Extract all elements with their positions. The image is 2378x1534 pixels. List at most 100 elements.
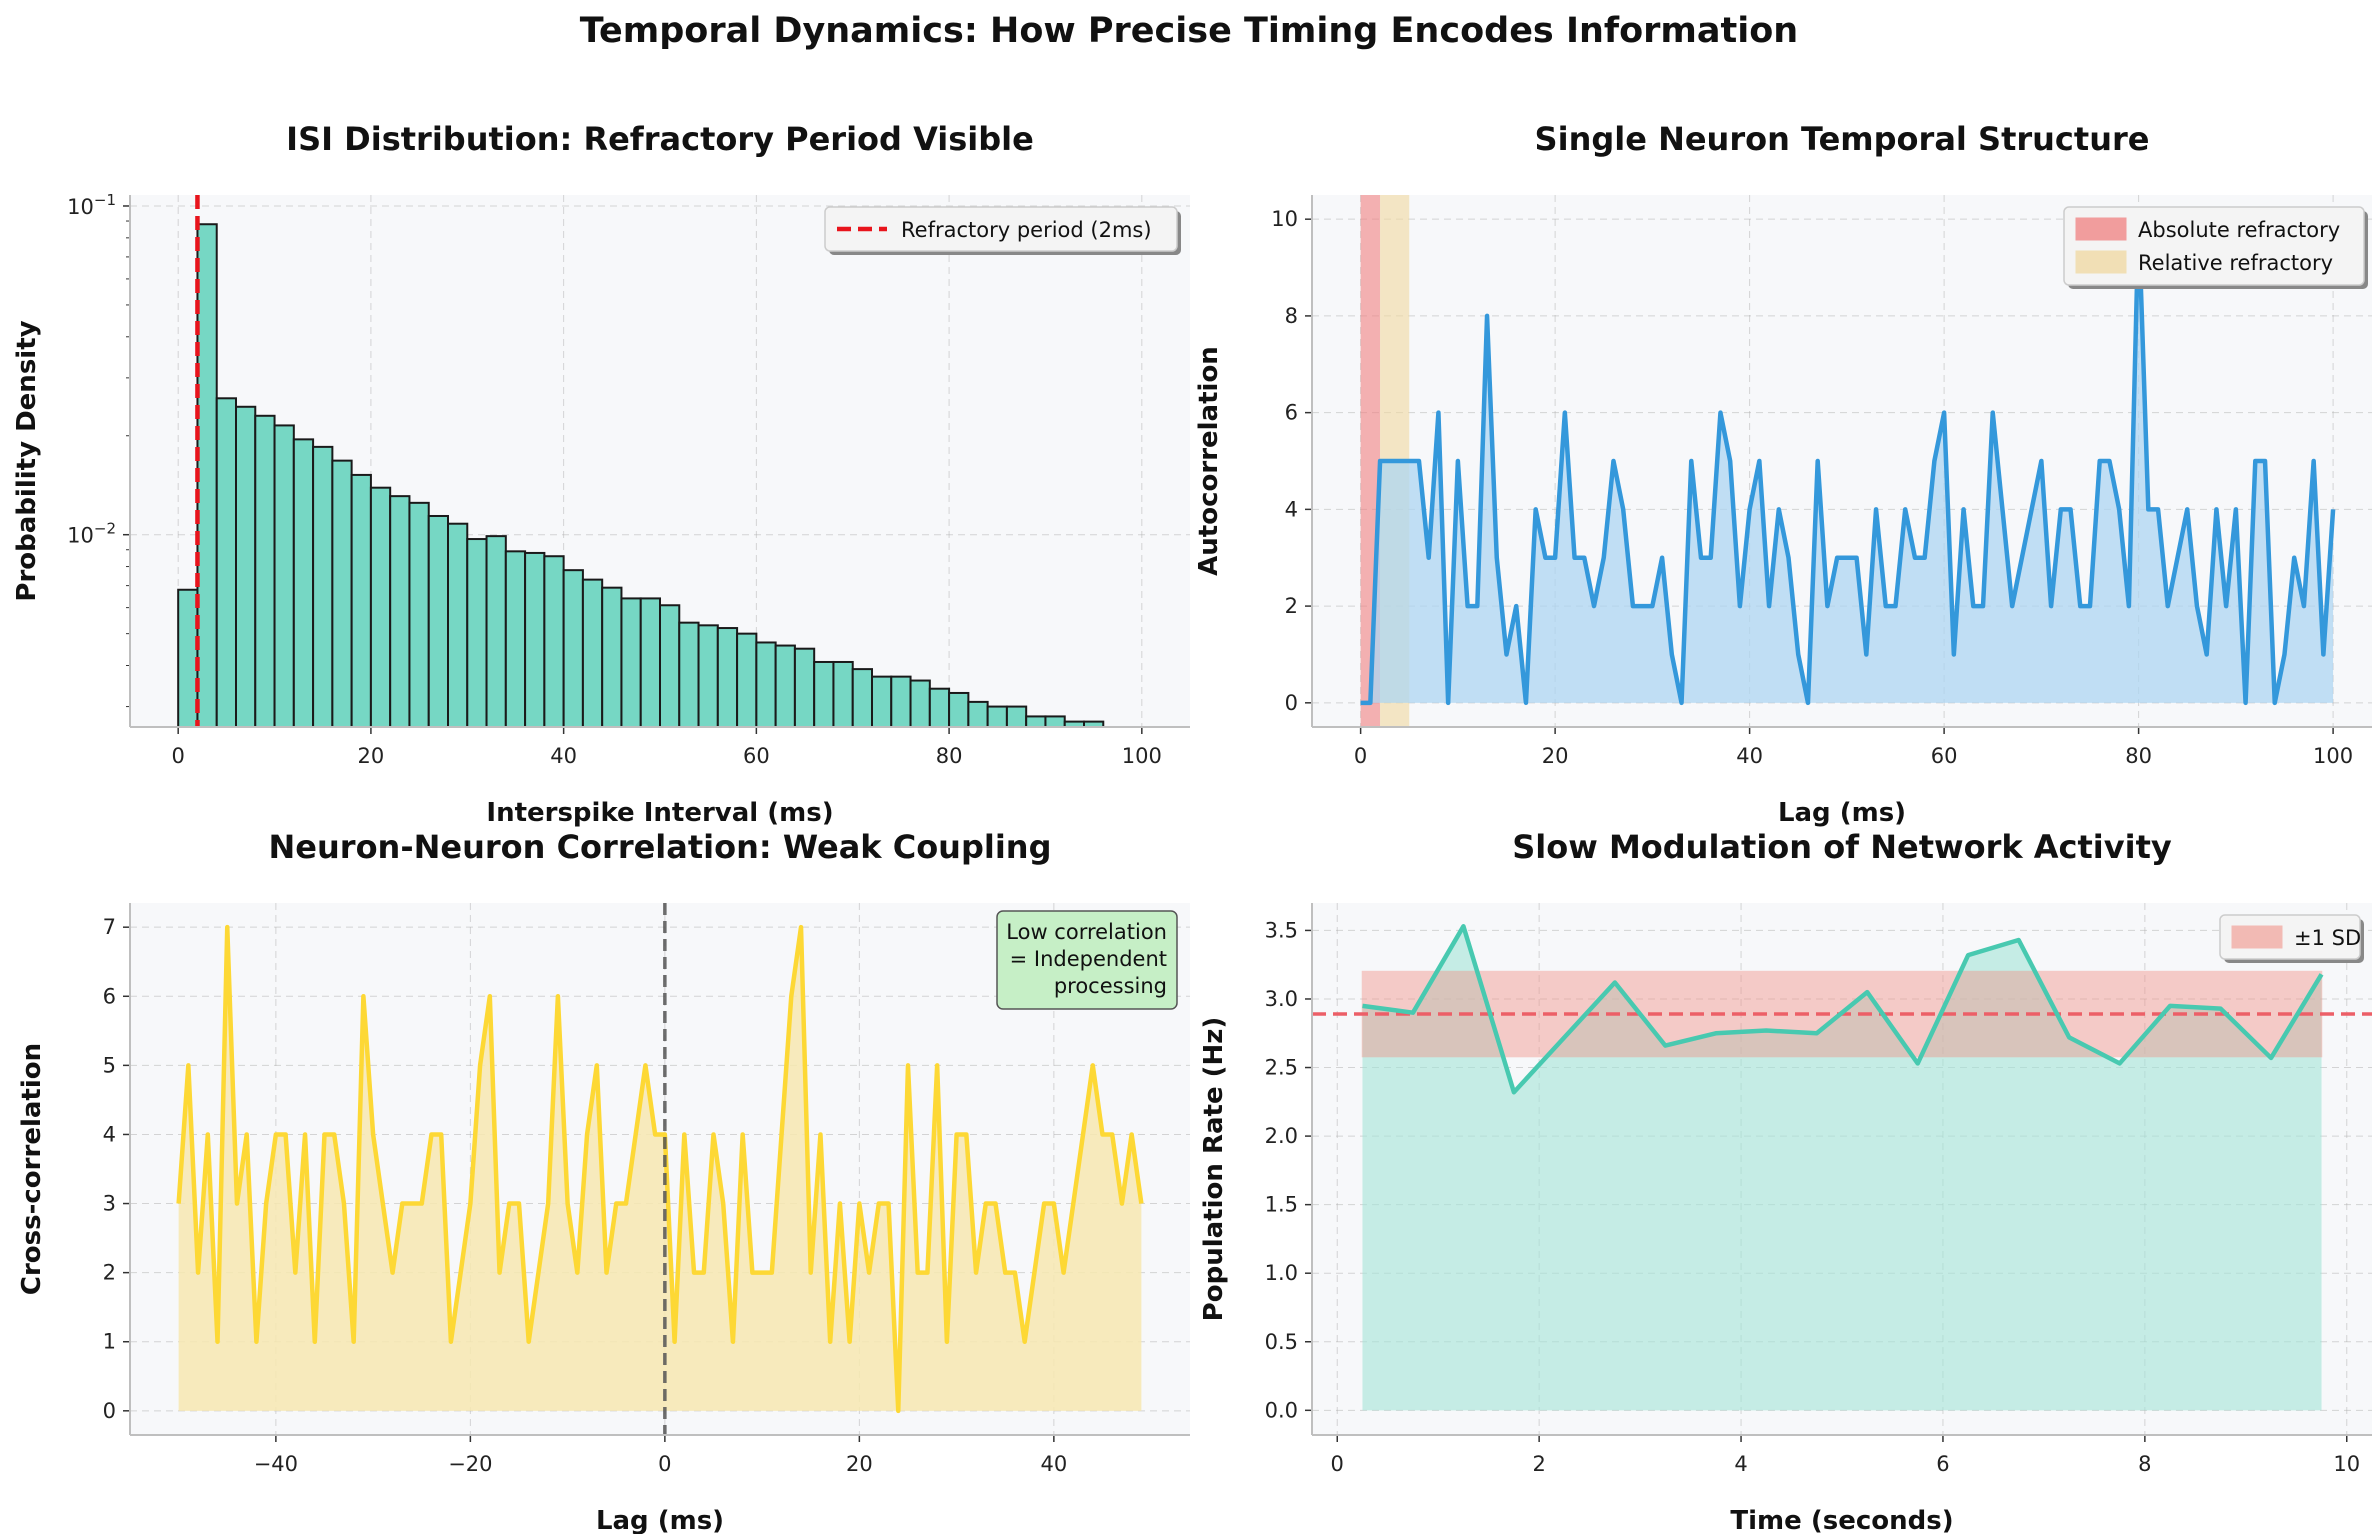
x-axis-label: Lag (ms) xyxy=(1778,798,1906,828)
x-tick-label: 40 xyxy=(1736,744,1763,768)
histogram-bar xyxy=(813,660,835,728)
histogram-bar xyxy=(427,514,449,728)
y-tick-label: 10−2 xyxy=(67,520,116,548)
histogram-bar xyxy=(716,627,739,728)
histogram-bar xyxy=(890,675,912,729)
y-tick-label: 1 xyxy=(103,1330,116,1354)
y-tick-label: 10 xyxy=(1271,207,1298,231)
x-tick-label: 100 xyxy=(2313,744,2353,768)
histogram-bar xyxy=(485,535,507,728)
histogram-bar xyxy=(793,647,816,729)
autocorrelation-line xyxy=(1360,216,2336,706)
x-tick-label: 20 xyxy=(1542,744,1569,768)
y-tick-label: 10−1 xyxy=(67,191,116,219)
histogram-bar xyxy=(543,555,565,728)
x-tick-label: 80 xyxy=(2125,744,2152,768)
histogram-bar xyxy=(524,551,546,728)
population-rate-area xyxy=(1362,926,2322,1411)
y-tick-label: 3 xyxy=(103,1192,116,1216)
histogram-bar xyxy=(389,495,411,728)
histogram-bar xyxy=(659,604,681,729)
cross-correlation-line xyxy=(176,924,1144,1414)
histogram-bar xyxy=(697,624,719,729)
y-tick-label: 4 xyxy=(103,1122,116,1146)
x-tick-label: 0 xyxy=(1354,744,1367,768)
histogram-bar xyxy=(254,414,276,728)
legend-swatch xyxy=(2075,250,2127,274)
histogram-bar xyxy=(196,223,218,728)
histogram-bar xyxy=(678,621,700,728)
y-tick-label: 1.5 xyxy=(1265,1193,1298,1217)
x-tick-label: 2 xyxy=(1532,1452,1545,1476)
y-axis-label: Population Rate (Hz) xyxy=(1199,1017,1229,1322)
annotation-text: = Independent xyxy=(1010,947,1167,971)
histogram-bar xyxy=(601,586,623,728)
y-tick-label: 7 xyxy=(103,915,116,939)
x-tick-label: 60 xyxy=(1931,744,1958,768)
x-tick-label: 40 xyxy=(1040,1452,1067,1476)
histogram-bar xyxy=(871,675,893,729)
histogram-bar xyxy=(177,588,199,728)
legend-label: Relative refractory xyxy=(2138,251,2333,275)
y-tick-label: 5 xyxy=(103,1053,116,1077)
histogram-bar xyxy=(736,632,758,728)
x-tick-label: 10 xyxy=(2333,1452,2360,1476)
histogram-bar xyxy=(639,597,662,728)
y-tick-label: 0 xyxy=(103,1399,116,1423)
x-tick-label: 0 xyxy=(171,744,184,768)
histogram-bar xyxy=(620,597,642,728)
y-tick-label: 0.0 xyxy=(1265,1398,1298,1422)
legend-box xyxy=(824,206,1178,252)
histogram-bar xyxy=(1005,705,1028,729)
histogram-bar xyxy=(755,641,777,728)
y-tick-label: 2.5 xyxy=(1265,1056,1298,1080)
y-tick-label: 2 xyxy=(103,1261,116,1285)
annotation-text: Low correlation xyxy=(1006,920,1167,944)
x-axis-label: Time (seconds) xyxy=(1730,1506,1953,1534)
histogram-bar xyxy=(986,705,1008,729)
histogram-bar xyxy=(967,700,989,729)
y-tick-label: 2 xyxy=(1285,594,1298,618)
x-tick-label: 0 xyxy=(658,1452,671,1476)
cross-correlation-area xyxy=(178,927,1142,1411)
y-tick-label: 0.5 xyxy=(1265,1330,1298,1354)
histogram-bar xyxy=(292,438,315,728)
y-tick-label: 2.0 xyxy=(1265,1124,1298,1148)
x-tick-label: 20 xyxy=(358,744,385,768)
legend-label: Absolute refractory xyxy=(2138,218,2340,242)
histogram-bar xyxy=(581,578,604,729)
x-tick-label: −40 xyxy=(254,1452,298,1476)
x-axis-label: Lag (ms) xyxy=(596,1506,724,1534)
y-axis-label: Probability Density xyxy=(12,320,42,601)
histogram-bar xyxy=(331,459,353,728)
x-tick-label: 8 xyxy=(2138,1452,2151,1476)
histogram-bar xyxy=(350,473,372,728)
chart-title: Single Neuron Temporal Structure xyxy=(1535,120,2150,158)
histogram-bar xyxy=(1044,715,1066,729)
histogram-bar xyxy=(909,679,931,728)
x-tick-label: 6 xyxy=(1936,1452,1949,1476)
histogram-bar xyxy=(832,660,854,728)
y-tick-label: 6 xyxy=(103,984,116,1008)
x-tick-label: 40 xyxy=(550,744,577,768)
chart-title: Slow Modulation of Network Activity xyxy=(1512,828,2172,866)
chart-title: ISI Distribution: Refractory Period Visi… xyxy=(286,120,1034,158)
histogram-bar xyxy=(1025,715,1047,729)
x-tick-label: 0 xyxy=(1331,1452,1344,1476)
histogram-bar xyxy=(948,691,970,728)
x-tick-label: 60 xyxy=(743,744,770,768)
y-tick-label: 0 xyxy=(1285,691,1298,715)
annotation-text: processing xyxy=(1054,974,1167,998)
x-tick-label: 80 xyxy=(936,744,963,768)
histogram-bar xyxy=(774,644,796,729)
y-tick-label: 8 xyxy=(1285,304,1298,328)
y-tick-label: 1.0 xyxy=(1265,1261,1298,1285)
histogram-bar xyxy=(369,486,392,729)
y-tick-label: 3.0 xyxy=(1265,987,1298,1011)
legend-swatch xyxy=(2231,925,2283,949)
autocorrelation-area xyxy=(1360,219,2334,703)
figure-suptitle: Temporal Dynamics: How Precise Timing En… xyxy=(580,11,1798,51)
y-axis-label: Cross-correlation xyxy=(17,1043,47,1295)
